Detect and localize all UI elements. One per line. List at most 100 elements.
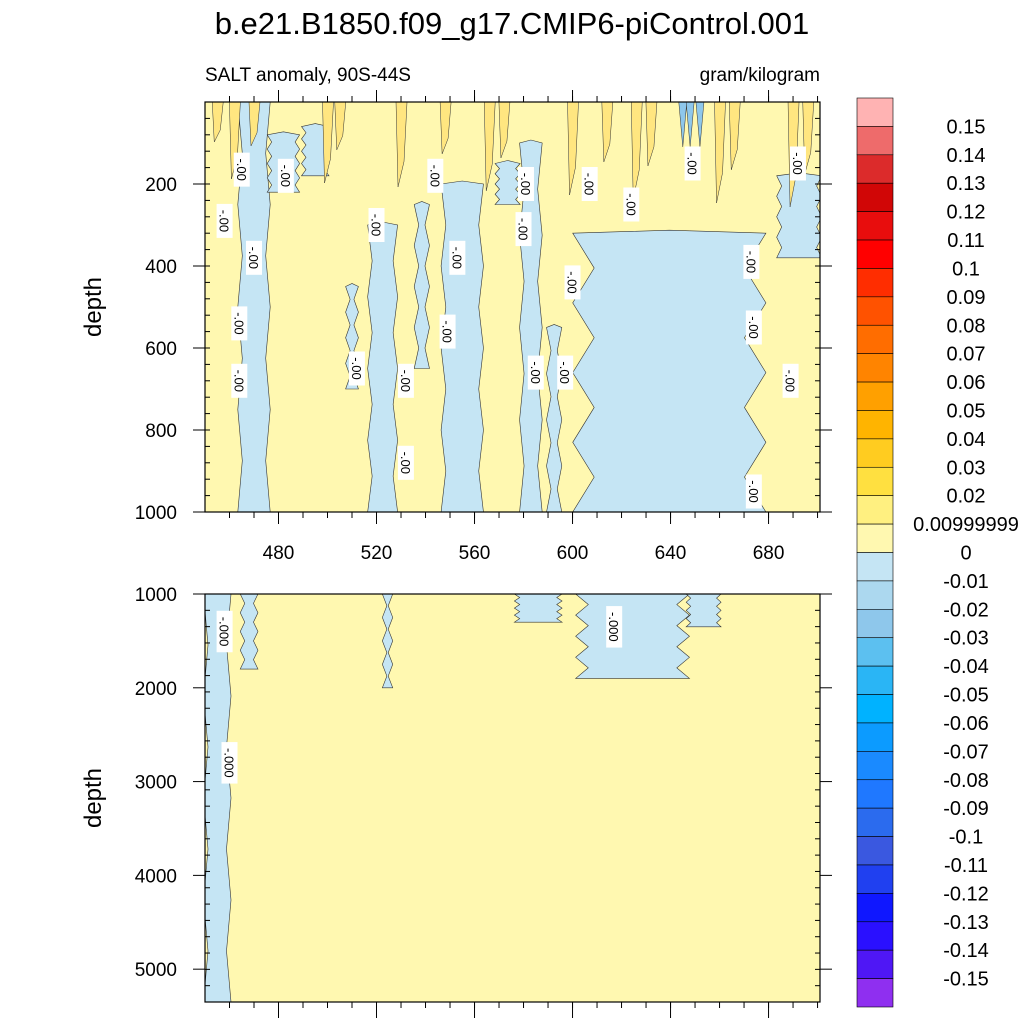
svg-text:-.000: -.000 — [217, 617, 232, 647]
colorbar-swatch — [856, 296, 894, 326]
colorbar-swatch — [856, 921, 894, 951]
colorbar-swatch — [856, 637, 894, 667]
surface-positive-streak — [498, 102, 511, 159]
svg-text:-.00: -.00 — [528, 361, 543, 383]
svg-text:-.00: -.00 — [565, 271, 580, 293]
svg-text:-.000: -.000 — [222, 748, 237, 778]
contour-label: -.00 — [427, 158, 444, 193]
surface-positive-streak — [395, 102, 408, 188]
colorbar-swatch — [856, 893, 894, 923]
svg-text:-.00: -.00 — [582, 173, 597, 195]
contour-label: -.00 — [397, 363, 414, 398]
colorbar-label: -0.14 — [943, 940, 989, 962]
colorbar-label: 0.09 — [947, 287, 986, 309]
colorbar-swatch — [856, 466, 894, 496]
negative-anomaly-region — [513, 594, 564, 623]
y-tick-label: 2000 — [135, 679, 177, 700]
y-axis-label: depth — [80, 277, 107, 337]
colorbar-label: 0.1 — [952, 258, 980, 280]
lower-panel: -.000 -.000 -.000 1000 2000 3000 4000 5000 depth — [80, 585, 832, 1018]
surface-positive-streak — [322, 102, 334, 184]
units-label: gram/kilogram — [700, 65, 820, 86]
surface-positive-streak — [601, 102, 614, 163]
svg-text:-.00: -.00 — [349, 357, 364, 379]
contour-label: -.00 — [439, 314, 456, 349]
colorbar-label: 0 — [960, 543, 971, 565]
x-tick-label: 640 — [655, 543, 687, 564]
colorbar-swatch — [856, 552, 894, 582]
contour-label: -.00 — [789, 146, 806, 181]
colorbar-swatch — [856, 722, 894, 752]
colorbar-swatch — [856, 949, 894, 979]
surface-negative-streak — [695, 102, 705, 148]
colorbar-label: 0.14 — [947, 145, 986, 167]
colorbar-swatch — [856, 609, 894, 639]
colorbar-label: 0.03 — [947, 457, 986, 479]
svg-text:-.00: -.00 — [449, 247, 464, 269]
svg-text:-.00: -.00 — [516, 218, 531, 240]
surface-positive-streak — [714, 102, 726, 204]
colorbar-swatch — [856, 751, 894, 781]
svg-text:-.00: -.00 — [278, 165, 293, 187]
colorbar-swatch — [856, 268, 894, 298]
contour-label: -.00 — [557, 355, 574, 390]
colorbar-label: 0.15 — [947, 116, 986, 138]
svg-text:-.00: -.00 — [746, 480, 761, 502]
y-tick-label: 3000 — [135, 773, 177, 794]
contour-label: -.00 — [782, 363, 799, 398]
contour-label: -.000 — [221, 742, 238, 784]
y-tick-label: 800 — [145, 421, 177, 442]
svg-text:-.00: -.00 — [743, 251, 758, 273]
colorbar-swatch — [856, 836, 894, 866]
x-tick-label: 600 — [557, 543, 589, 564]
colorbar-label: -0.08 — [943, 770, 989, 792]
negative-anomaly-region — [574, 594, 691, 679]
contour-label: -.00 — [517, 167, 534, 201]
colorbar-label: 0.12 — [947, 202, 986, 224]
y-tick-label: 600 — [145, 339, 177, 360]
figure-title: b.e21.B1850.f09_g17.CMIP6-piControl.001 — [215, 6, 810, 41]
negative-anomaly-region — [367, 221, 398, 512]
colorbar-label: -0.01 — [943, 571, 989, 593]
contour-label: -.00 — [745, 310, 762, 345]
svg-text:-.00: -.00 — [231, 370, 246, 392]
colorbar-label: -0.02 — [943, 599, 989, 621]
negative-anomaly-region — [776, 172, 820, 259]
colorbar-swatch — [856, 495, 894, 525]
negative-anomaly-region — [572, 229, 767, 512]
surface-positive-streak — [248, 102, 261, 147]
negative-anomaly-region — [239, 594, 259, 670]
contour-label: -.00 — [745, 474, 762, 509]
colorbar-swatch — [856, 211, 894, 241]
surface-positive-streak — [630, 102, 643, 200]
contour-label: -.00 — [277, 158, 294, 193]
contour-label: -.00 — [216, 203, 233, 238]
colorbar-swatch — [856, 410, 894, 440]
svg-text:-.00: -.00 — [783, 370, 798, 392]
y-tick-label: 1000 — [135, 503, 177, 524]
surface-positive-streak — [439, 102, 452, 155]
surface-positive-streak — [212, 102, 224, 143]
svg-text:-.00: -.00 — [623, 193, 638, 215]
y-tick-label: 5000 — [135, 960, 177, 981]
svg-text:-.00: -.00 — [217, 210, 232, 232]
colorbar-swatch — [856, 807, 894, 837]
svg-text:-.00: -.00 — [246, 247, 261, 269]
contour-label: -.00 — [368, 208, 385, 242]
surface-positive-streak — [728, 102, 741, 171]
y-axis-label: depth — [80, 768, 107, 828]
colorbar-label: -0.11 — [944, 855, 988, 877]
contour-label: -.00 — [581, 167, 598, 201]
colorbar-swatch — [856, 353, 894, 383]
colorbar-label: 0.08 — [947, 315, 986, 337]
svg-text:-.00: -.00 — [790, 152, 805, 174]
colorbar-swatch — [856, 126, 894, 156]
contour-label: -.00 — [743, 244, 760, 279]
contour-label: -.00 — [515, 212, 532, 247]
colorbar-label: -0.09 — [943, 798, 989, 820]
colorbar-label: 0.05 — [947, 400, 986, 422]
colorbar-swatch — [856, 978, 894, 1008]
colorbar-swatch — [856, 665, 894, 695]
colorbar-swatch — [856, 864, 894, 894]
